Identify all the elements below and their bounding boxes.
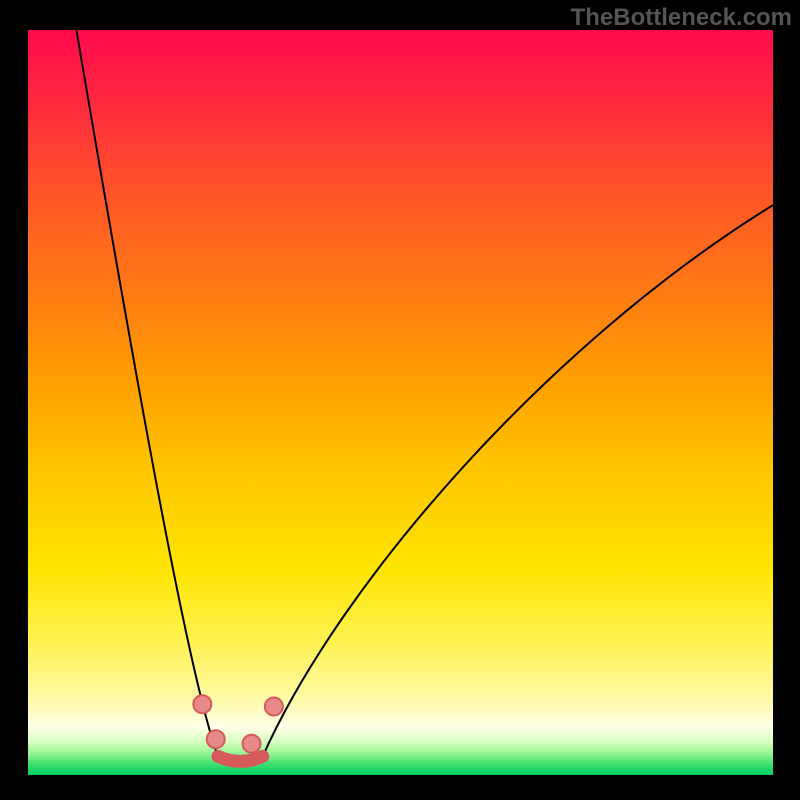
outer-frame: TheBottleneck.com [0, 0, 800, 800]
marker-dot [265, 697, 283, 715]
trough-highlight [218, 756, 263, 761]
curve-layer [28, 30, 773, 775]
marker-dot [193, 695, 211, 713]
marker-dot [207, 730, 225, 748]
marker-dot [243, 735, 261, 753]
watermark-text: TheBottleneck.com [571, 4, 792, 32]
plot-area [28, 30, 773, 775]
bottleneck-curve [76, 30, 773, 761]
